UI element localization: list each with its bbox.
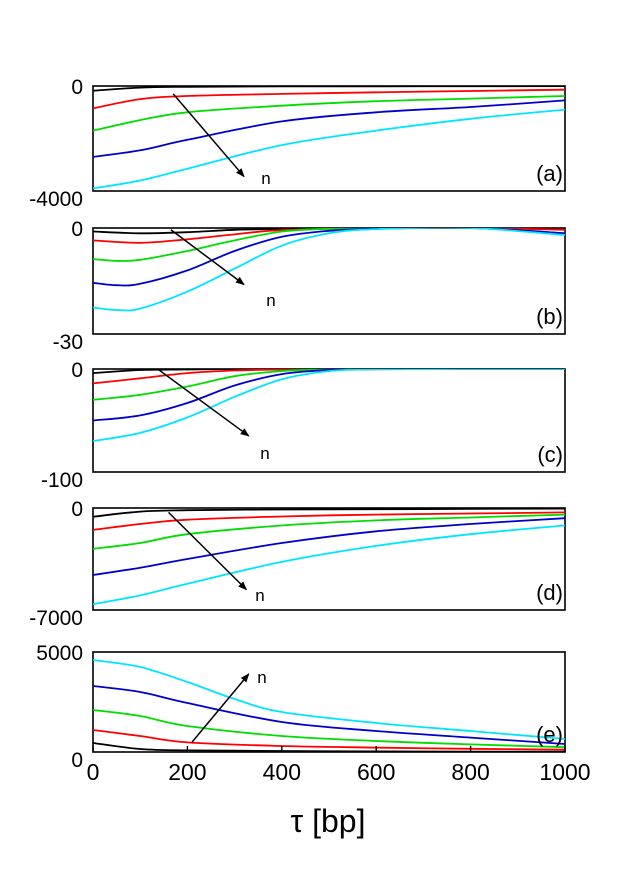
panel-e: 5000 0 (e) n [36,642,566,772]
x-axis-title: τ [bp] [291,803,366,839]
series-line-n1 [93,369,565,374]
series-line-n4 [93,517,565,576]
n-direction-arrow [158,369,250,437]
series-line-n2 [93,369,565,385]
series-line-n2 [93,228,565,244]
panel-frame [92,651,566,753]
series-line-n5 [93,108,565,190]
x-tick-label: 1000 [539,759,590,785]
panel-frame [92,507,566,611]
y-tick-label: 0 [71,359,83,382]
series-line-n1 [93,228,565,235]
series-line-n2 [93,511,565,531]
y-tick-label: -7000 [29,607,83,630]
series-line-n5 [93,369,565,442]
series-line-n3 [93,709,565,749]
series-line-n3 [93,228,565,262]
panel-label: (a) [536,161,563,186]
panel-b: 0 -30 (b) n [53,218,566,354]
series-line-n5 [93,524,565,606]
series-line-n5 [93,228,565,312]
series-line-n3 [93,95,565,132]
n-direction-arrow [170,229,245,286]
series-line-n1 [93,508,565,518]
arrow-label: n [266,291,275,310]
n-direction-arrow [167,511,248,591]
y-tick-label: 0 [71,498,83,521]
y-tick-label: 0 [71,218,83,241]
panel-c: 0 -100 (c) n [41,359,566,492]
y-tick-label: 5000 [36,642,83,665]
series-line-n3 [93,369,565,401]
x-axis: 0 200 400 600 800 1000 [87,746,591,785]
n-direction-arrow [172,93,245,178]
series-line-n4 [93,369,565,422]
panel-d: 0 -7000 (d) n [29,498,566,630]
x-tick-label: 200 [168,759,206,785]
panel-label: (b) [536,304,563,329]
series-line-n3 [93,513,565,550]
y-tick-label: -4000 [29,188,83,211]
series-line-n2 [93,88,565,110]
panel-label: (c) [537,442,563,467]
arrow-label: n [261,169,270,188]
panel-label: (e) [536,722,563,747]
series-line-n5 [93,659,565,740]
y-tick-label: -30 [53,331,83,354]
series-line-n1 [93,86,565,92]
y-tick-label: 0 [71,76,83,99]
series-line-n4 [93,99,565,158]
y-tick-label: 0 [71,749,83,772]
n-direction-arrow [191,673,250,743]
arrow-label: n [260,444,269,463]
panel-label: (d) [536,580,563,605]
arrow-label: n [255,586,264,605]
x-tick-label: 0 [87,759,100,785]
x-tick-label: 600 [357,759,395,785]
series-line-n4 [93,685,565,745]
x-tick-label: 800 [451,759,489,785]
arrow-label: n [257,668,266,687]
panels-layer: 0-4000(a)n0-30(b)n0-100(c)n0-7000(d)n500… [29,76,566,772]
panel-a: 0 -4000 (a) n [29,76,566,211]
panel-frame [92,227,566,335]
y-tick-label: -100 [41,469,83,492]
panel-frame [92,368,566,473]
series-line-n4 [93,228,565,287]
x-tick-label: 400 [263,759,301,785]
